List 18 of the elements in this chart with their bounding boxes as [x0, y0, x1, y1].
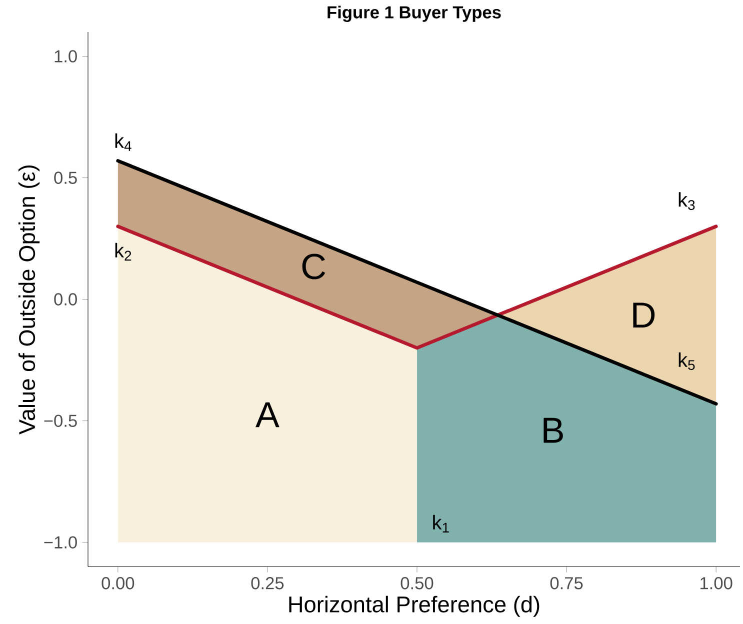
y-tick-label: −1.0: [44, 536, 77, 548]
x-tick-label: 0.75: [550, 577, 583, 590]
y-tick-label: 0.0: [54, 293, 77, 306]
annotation: k$_{3}$: [678, 192, 695, 210]
series-label: C: [302, 254, 326, 280]
y-tick-label: −0.5: [44, 414, 77, 427]
chart-title: Figure 1 Buyer Types: [328, 6, 501, 22]
x-tick-label: 1.00: [700, 577, 732, 590]
y-tick-label: 1.0: [54, 50, 77, 62]
annotation: k$_{2}$: [115, 242, 132, 261]
x-tick-label: 0.25: [251, 577, 284, 590]
x-tick-label: 0.50: [400, 577, 434, 590]
x-axis-title: Horizontal Preference (d): [289, 596, 540, 617]
y-tick-label: 0.5: [54, 172, 77, 184]
annotation: k$_{4}$: [115, 133, 132, 151]
series-label: A: [256, 402, 280, 428]
y-axis-title: Value of Outside Option (ε): [18, 166, 40, 434]
x-tick-label: 0.00: [102, 577, 134, 590]
